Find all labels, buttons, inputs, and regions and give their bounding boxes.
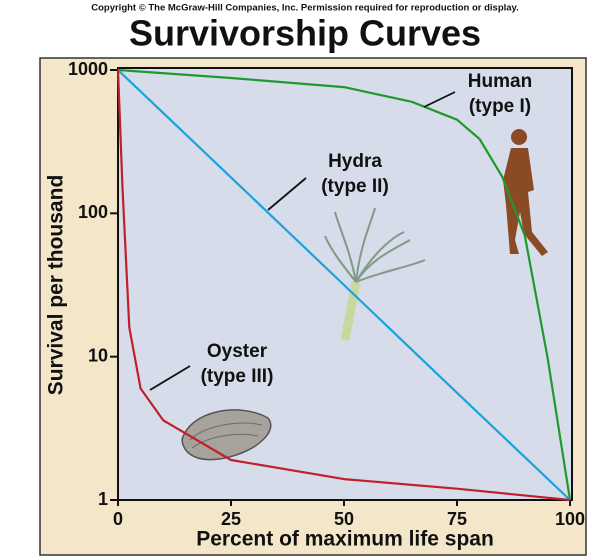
y-tick-label: 1000 xyxy=(68,59,108,79)
series-line xyxy=(116,69,571,502)
annotation: (type I) xyxy=(469,96,531,117)
human-drawing xyxy=(503,129,548,256)
y-tick-label: 100 xyxy=(78,202,108,222)
copyright: Copyright © The McGraw-Hill Companies, I… xyxy=(91,3,519,14)
x-tick-label: 0 xyxy=(113,509,123,529)
y-tick-label: 10 xyxy=(88,345,108,365)
series-line xyxy=(117,69,571,501)
annotation: Human xyxy=(468,71,532,92)
x-tick-label: 25 xyxy=(221,509,241,529)
hydra-drawing xyxy=(324,207,426,341)
x-tick-label: 100 xyxy=(555,509,585,529)
leader-line xyxy=(267,177,307,211)
annotation: Oyster xyxy=(207,341,268,362)
x-tick-label: 75 xyxy=(447,509,467,529)
y-axis-label: Survival per thousand xyxy=(45,175,68,396)
chart-title: Survivorship Curves xyxy=(129,13,481,54)
y-tick-label: 1 xyxy=(98,489,108,509)
annotation: Hydra xyxy=(328,151,382,172)
oyster-drawing xyxy=(181,409,272,461)
annotation: (type III) xyxy=(201,366,274,387)
x-tick-label: 50 xyxy=(334,509,354,529)
leader-line xyxy=(423,91,456,108)
series-line xyxy=(117,68,572,501)
leader-line xyxy=(149,365,191,391)
x-axis-label: Percent of maximum life span xyxy=(196,528,494,551)
annotation: (type II) xyxy=(321,176,389,197)
